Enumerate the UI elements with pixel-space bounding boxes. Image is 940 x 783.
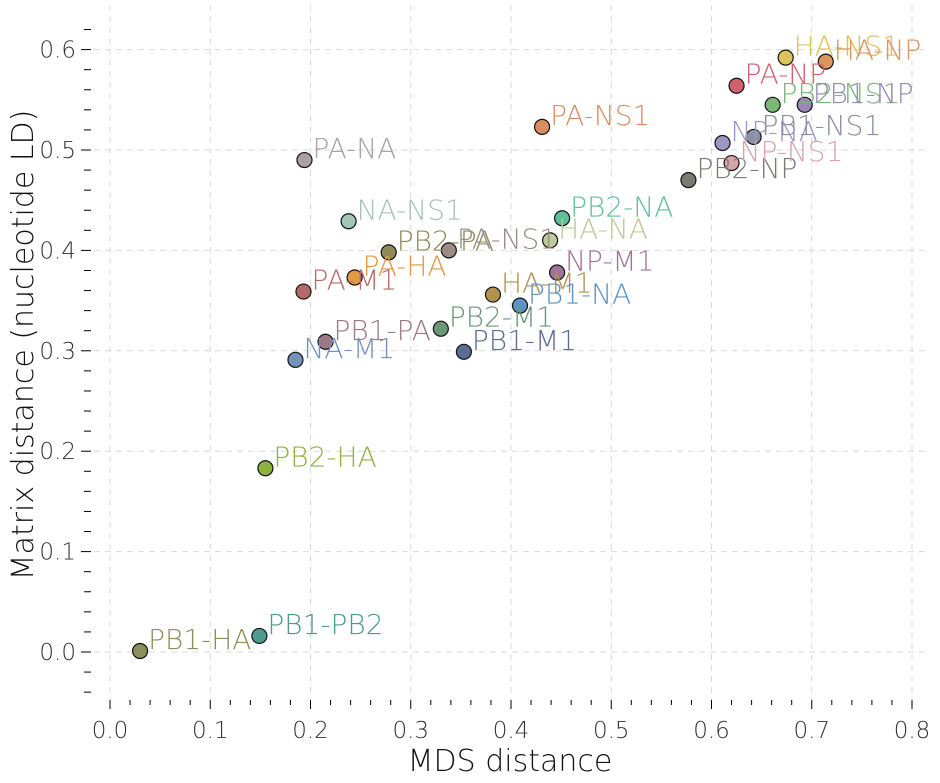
point-label: PB2-PA [397,224,494,257]
scatter-point [440,242,457,259]
scatter-point [257,460,274,477]
point-label: NP-NA [731,115,818,148]
y-tick-label: 0.6 [39,38,76,64]
point-label: PB1-PB2 [267,608,383,641]
point-label: PB1-NP [813,77,914,110]
y-tick-label: 0.3 [39,339,76,365]
point-labels: PB1-HA PB1-PB2 PB2-HA NA-M1 PA-M1 PA-NA PB1-PA… [148,30,921,656]
point-label: PB1-HA [148,623,251,656]
scatter-point [346,269,363,286]
point-label: NP-M1 [565,244,654,277]
scatter-point [296,151,313,169]
grid [94,5,930,700]
scatter-point [764,96,781,113]
point-label: HA-NP [834,34,922,67]
x-tick-label: 0.0 [92,718,129,744]
point-label: HA-NA [558,212,648,245]
x-tick-label: 0.2 [292,718,329,744]
scatter-point [728,77,745,94]
x-tick-label: 0.6 [693,718,730,744]
point-label: PA-NS1 [457,222,557,255]
scatter-point [511,297,529,314]
x-axis-title: MDS distance [408,744,613,779]
point-label: NP-NS1 [740,135,844,168]
y-tick-label: 0.0 [39,640,76,666]
point-label: NA-M1 [303,332,395,365]
y-axis-title: Matrix distance (nucleotide LD) [6,110,41,581]
data-points [131,49,834,660]
point-label: PA-NA [312,132,396,165]
point-label: PB1-M1 [472,324,577,357]
scatter-point [680,172,697,189]
scatter-point [287,351,304,368]
point-label: PB2-NS1 [781,77,901,110]
x-tick-label: 0.8 [894,718,931,744]
point-label: PB1-NS1 [762,109,882,142]
point-label: PB2-NP [696,152,797,185]
scatter-point [295,283,312,300]
scatter-point [817,53,834,70]
point-label: PB2-HA [273,440,376,473]
scatter-point [340,213,357,230]
x-tick-label: 0.7 [793,718,830,744]
point-label: PA-HA [363,250,447,283]
scatter-point [131,642,149,660]
scatter-point [723,154,740,172]
scatter-point [317,333,334,350]
point-label: PB2-NA [570,190,673,223]
y-tick-label: 0.2 [39,439,76,465]
scatter-point [455,343,472,360]
point-label: PA-NP [745,58,827,91]
point-label: NA-NS1 [357,193,463,226]
point-label: HA-M1 [501,267,593,300]
scatter-point [549,264,566,281]
point-label: PA-NS1 [550,99,650,132]
scatter-point [380,244,397,261]
y-tick-label: 0.5 [39,138,76,164]
scatter-point [484,286,502,303]
scatter-point [533,118,551,136]
scatter-point [777,49,794,66]
scatter-point [554,210,571,227]
axes: 0.0 0.1 0.2 0.3 0.4 0.5 0.6 0.7 0.8 0.0 0.1 0.2 0.3 0… [39,29,931,744]
point-label: PB1-PA [334,314,431,347]
scatter-point [432,320,449,337]
point-label: HA-NS1 [794,30,900,63]
scatter-point [796,96,813,113]
x-tick-label: 0.5 [593,718,630,744]
x-tick-label: 0.3 [392,718,429,744]
y-tick-label: 0.4 [39,238,76,264]
point-label: PB2-M1 [449,301,554,334]
point-label: PB1-NA [528,278,631,311]
x-tick-label: 0.1 [192,718,229,744]
scatter-point [745,128,762,146]
scatter-point [541,232,559,249]
y-tick-label: 0.1 [39,540,76,566]
scatter-point [251,627,268,645]
scatter-point [714,134,731,152]
x-tick-label: 0.4 [493,718,530,744]
point-label: PA-M1 [311,264,397,297]
